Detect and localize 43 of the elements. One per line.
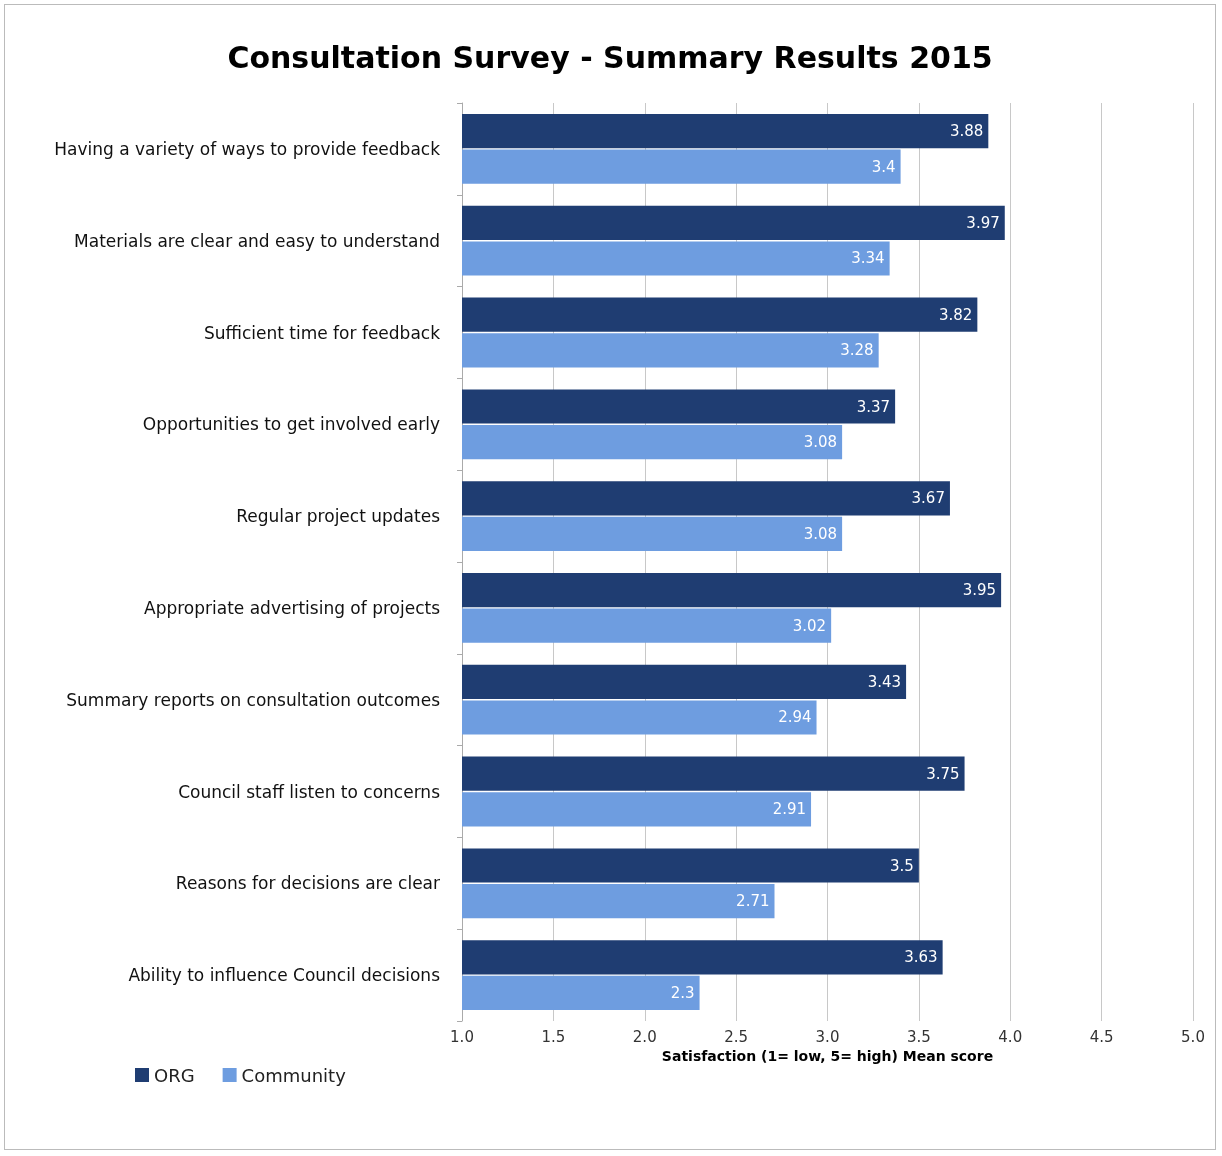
data-label: 3.63 xyxy=(904,948,938,967)
y-tick-label: Ability to influence Council decisions xyxy=(128,965,441,986)
y-tick-label: Opportunities to get involved early xyxy=(142,414,440,435)
x-tick-label: 2.0 xyxy=(632,1027,657,1046)
x-tick-label: 1.0 xyxy=(450,1027,474,1046)
x-tick-label: 4.0 xyxy=(998,1027,1023,1046)
y-tick-label: Regular project updates xyxy=(236,506,441,527)
data-label: 3.28 xyxy=(840,341,874,360)
x-tick-label: 4.5 xyxy=(1089,1027,1114,1046)
legend-label: Community xyxy=(241,1064,347,1086)
data-label: 3.88 xyxy=(949,122,984,141)
data-label: 3.37 xyxy=(856,397,891,416)
x-tick-label: 3.0 xyxy=(815,1027,840,1046)
data-label: 3.82 xyxy=(938,305,973,324)
data-label: 2.71 xyxy=(736,892,770,911)
y-tick-label: Reasons for decisions are clear xyxy=(175,873,440,894)
data-label: 3.95 xyxy=(962,581,997,600)
x-tick-label: 1.5 xyxy=(541,1027,566,1046)
data-label: 3.75 xyxy=(926,764,960,783)
x-tick-label: 3.5 xyxy=(906,1027,931,1046)
data-label: 3.43 xyxy=(867,672,902,691)
data-label: 3.97 xyxy=(966,213,1000,232)
data-label: 3.34 xyxy=(851,249,885,268)
y-tick-label: Having a variety of ways to provide feedback xyxy=(54,138,441,159)
legend-label: ORG xyxy=(154,1064,195,1086)
data-label: 3.08 xyxy=(803,433,838,452)
y-tick-label: Materials are clear and easy to understand xyxy=(74,230,440,251)
data-label: 3.67 xyxy=(911,489,945,508)
data-label: 3.02 xyxy=(792,616,827,635)
data-label: 2.94 xyxy=(778,708,812,727)
data-label: 2.91 xyxy=(772,800,807,819)
x-tick-label: 2.5 xyxy=(724,1027,749,1046)
data-label: 3.08 xyxy=(803,524,838,543)
data-label: 2.3 xyxy=(670,983,695,1002)
y-tick-label: Sufficient time for feedback xyxy=(203,322,441,343)
x-tick-label: 5.0 xyxy=(1181,1027,1205,1046)
y-tick-label: Summary reports on consultation outcomes xyxy=(66,689,441,710)
x-axis-title: Satisfaction (1= low, 5= high) Mean score xyxy=(661,1048,994,1064)
data-label: 3.5 xyxy=(890,856,914,875)
y-tick-label: Council staff listen to concerns xyxy=(178,781,441,802)
y-tick-label: Appropriate advertising of projects xyxy=(144,597,441,618)
chart-title: Consultation Survey - Summary Results 2015 xyxy=(227,39,993,75)
data-label: 3.4 xyxy=(871,157,896,176)
